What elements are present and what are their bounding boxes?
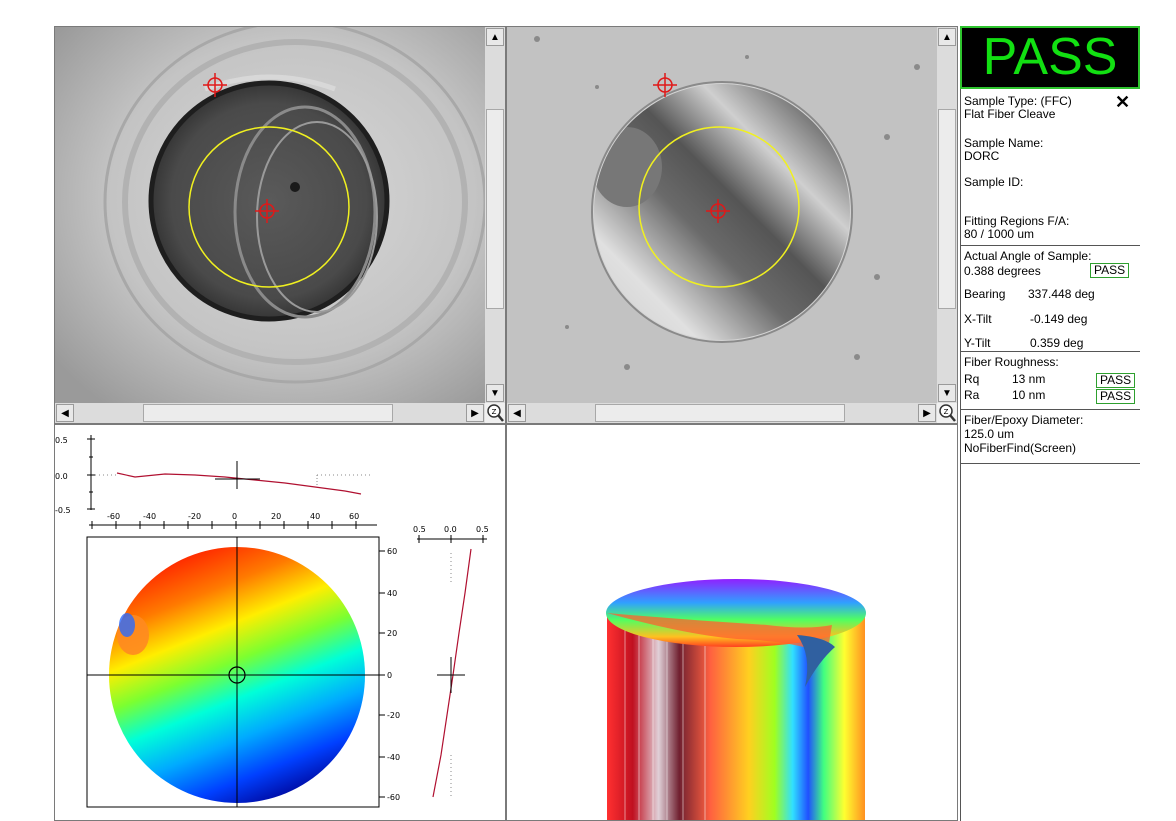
- diameter-section: Fiber/Epoxy Diameter: 125.0 um NoFiberFi…: [960, 414, 1140, 464]
- ra-value: 10 nm: [1012, 388, 1046, 402]
- arrow-left-icon[interactable]: ◀: [508, 404, 526, 422]
- scroll-thumb-vertical-left[interactable]: [486, 109, 504, 309]
- xtilt-label: X-Tilt: [964, 312, 992, 326]
- ytilt-value: 0.359 deg: [1030, 336, 1084, 350]
- diameter-value: 125.0 um: [964, 427, 1015, 441]
- map-ytick: 40: [387, 589, 397, 598]
- divider: [960, 245, 1140, 246]
- sample-type-desc: Flat Fiber Cleave: [964, 107, 1056, 121]
- overall-result-badge: PASS: [960, 26, 1140, 89]
- map-xtick: -20: [188, 512, 201, 521]
- results-panel: PASS Sample Type: (FFC) ✕ Flat Fiber Cle…: [960, 26, 1140, 821]
- ra-status-badge: PASS: [1096, 389, 1136, 404]
- sample-name-label: Sample Name:: [964, 136, 1044, 150]
- rq-status-badge: PASS: [1096, 373, 1136, 388]
- svg-text:Z: Z: [944, 408, 949, 416]
- map-ytick: -20: [387, 711, 400, 720]
- 3d-surface-svg[interactable]: [507, 425, 958, 821]
- arrow-right-icon[interactable]: ▶: [466, 404, 484, 422]
- profile-x-line: [116, 472, 362, 495]
- fitting-regions-label: Fitting Regions F/A:: [964, 214, 1070, 228]
- diameter-label: Fiber/Epoxy Diameter:: [964, 413, 1084, 427]
- profile-x-ytick: 0.0: [55, 472, 68, 481]
- interferogram-pane-left: ▲ ▼ ◀ ▶ Z: [54, 26, 506, 424]
- arrow-left-icon[interactable]: ◀: [56, 404, 74, 422]
- arrow-up-icon[interactable]: ▲: [486, 28, 504, 46]
- arrow-right-icon[interactable]: ▶: [918, 404, 936, 422]
- bearing-value: 337.448 deg: [1028, 287, 1095, 301]
- sample-type-label: Sample Type: (FFC): [964, 94, 1072, 108]
- map-xtick: -40: [143, 512, 156, 521]
- divider: [960, 351, 1140, 352]
- vertical-scrollbar-right[interactable]: ▲ ▼: [937, 27, 957, 403]
- divider: [960, 463, 1140, 464]
- scroll-thumb-horizontal-left[interactable]: [143, 404, 393, 422]
- center-crosshair: [706, 199, 730, 223]
- fitting-regions-value: 80 / 1000 um: [964, 227, 1035, 241]
- angle-section: Actual Angle of Sample: 0.388 degrees PA…: [960, 250, 1140, 350]
- profile-y-xtick: 0.5: [413, 525, 426, 534]
- find-mode-value: NoFiberFind(Screen): [964, 441, 1077, 455]
- angle-value: 0.388 degrees: [964, 264, 1041, 278]
- map-ytick: -60: [387, 793, 400, 802]
- center-crosshair: [255, 199, 279, 223]
- scroll-thumb-vertical-right[interactable]: [938, 109, 956, 309]
- map-ytick: 0: [387, 671, 392, 680]
- zoom-magnifier-icon[interactable]: Z: [485, 403, 505, 423]
- arrow-up-icon[interactable]: ▲: [938, 28, 956, 46]
- map-ytick: 20: [387, 629, 397, 638]
- roughness-section: Fiber Roughness: Rq 13 nm PASS Ra 10 nm …: [960, 356, 1140, 411]
- fiber-image-right-svg: [507, 27, 937, 403]
- bearing-label: Bearing: [964, 287, 1006, 301]
- ytilt-label: Y-Tilt: [964, 336, 991, 350]
- rq-value: 13 nm: [1012, 372, 1046, 386]
- surface-map-svg: 0.5 0.0 -0.5 -60 -40 -20 0 20 40 60: [55, 435, 489, 808]
- reference-crosshair: [203, 73, 227, 97]
- sample-id-label: Sample ID:: [964, 175, 1024, 189]
- horizontal-scrollbar-left[interactable]: ◀ ▶: [55, 403, 485, 423]
- 3d-surface-pane: [506, 424, 958, 821]
- fiber-image-right[interactable]: [507, 27, 937, 403]
- fiber-image-left-svg: [55, 27, 485, 403]
- panel-left-border: [960, 89, 961, 821]
- profile-x-ytick: 0.5: [55, 436, 68, 445]
- map-ytick: 60: [387, 547, 397, 556]
- angle-status-badge: PASS: [1090, 263, 1130, 278]
- profile-y-line: [432, 548, 472, 798]
- rq-label: Rq: [964, 372, 980, 386]
- interferogram-pane-right: ▲ ▼ ◀ ▶ Z: [506, 26, 958, 424]
- reference-crosshair: [653, 73, 677, 97]
- xtilt-value: -0.149 deg: [1030, 312, 1088, 326]
- close-icon[interactable]: ✕: [1115, 92, 1131, 112]
- arrow-down-icon[interactable]: ▼: [938, 384, 956, 402]
- roughness-label: Fiber Roughness:: [964, 355, 1059, 369]
- zoom-magnifier-icon[interactable]: Z: [937, 403, 957, 423]
- vertical-scrollbar-left[interactable]: ▲ ▼: [485, 27, 505, 403]
- divider: [960, 409, 1140, 410]
- profile-y-xtick: 0.0: [444, 525, 457, 534]
- surface-map-pane: 0.5 0.0 -0.5 -60 -40 -20 0 20 40 60: [54, 424, 506, 821]
- angle-label: Actual Angle of Sample:: [964, 249, 1092, 263]
- map-ytick: -40: [387, 753, 400, 762]
- horizontal-scrollbar-right[interactable]: ◀ ▶: [507, 403, 937, 423]
- map-xtick: 20: [271, 512, 281, 521]
- arrow-down-icon[interactable]: ▼: [486, 384, 504, 402]
- map-xtick: 60: [349, 512, 359, 521]
- map-xtick: 40: [310, 512, 320, 521]
- sample-info-section: Sample Type: (FFC) ✕ Flat Fiber Cleave S…: [960, 92, 1140, 245]
- svg-text:Z: Z: [492, 408, 497, 416]
- map-xtick: -60: [107, 512, 120, 521]
- sample-name-value: DORC: [964, 149, 1000, 163]
- profile-y-xtick: 0.5: [476, 525, 489, 534]
- profile-x-ytick: -0.5: [55, 506, 71, 515]
- scroll-thumb-horizontal-right[interactable]: [595, 404, 845, 422]
- fiber-image-left[interactable]: [55, 27, 485, 403]
- ra-label: Ra: [964, 388, 980, 402]
- map-xtick: 0: [232, 512, 237, 521]
